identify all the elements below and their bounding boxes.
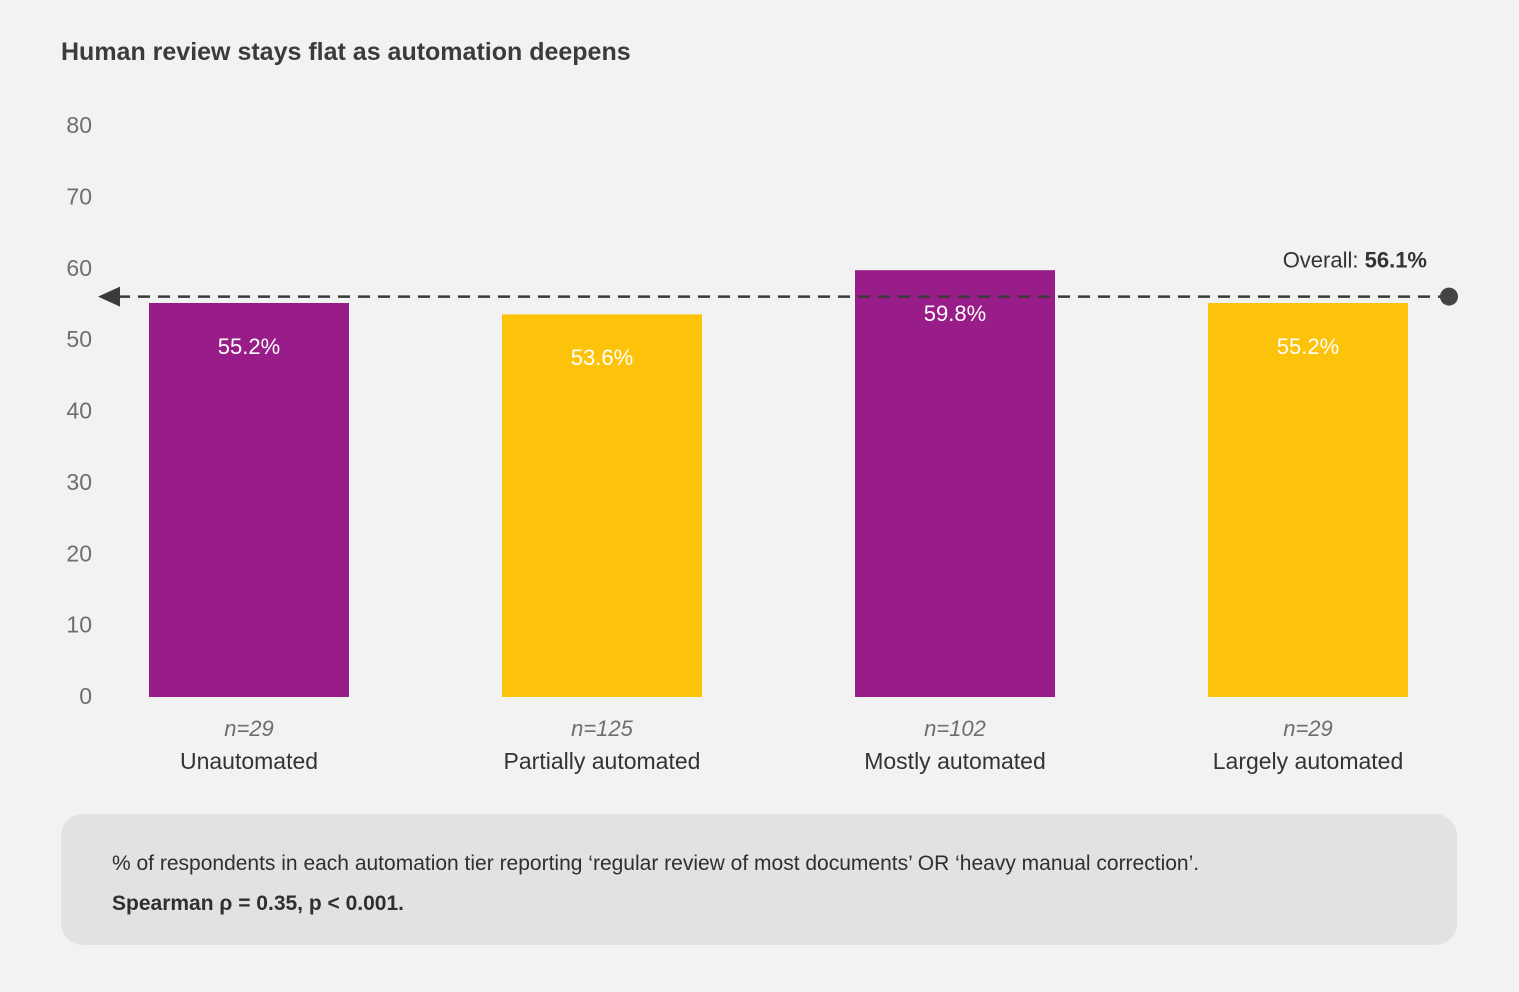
chart-title: Human review stays flat as automation de… [61, 38, 631, 66]
bars: 55.2% 53.6% 59.8% 55.2% [149, 270, 1408, 697]
caption-box: % of respondents in each automation tier… [61, 814, 1457, 945]
y-tick-label: 40 [66, 398, 92, 424]
overall-reference-line: Overall: 56.1% [98, 247, 1458, 307]
y-tick-label: 60 [66, 255, 92, 281]
bar-unautomated [149, 303, 349, 697]
bar-partially-automated [502, 314, 702, 697]
y-tick-label: 30 [66, 469, 92, 495]
y-tick-label: 10 [66, 612, 92, 638]
x-category-label: Unautomated [180, 748, 318, 774]
sample-size-label: n=102 [924, 716, 986, 741]
bar-value-label: 55.2% [1277, 334, 1339, 359]
arrow-left-icon [98, 286, 120, 307]
bar-value-label: 53.6% [571, 345, 633, 370]
caption-statistic: Spearman ρ = 0.35, p < 0.001. [112, 892, 404, 915]
y-axis: 0 10 20 30 40 50 60 70 80 [66, 112, 92, 709]
bar-value-label: 59.8% [924, 301, 986, 326]
y-tick-label: 0 [79, 683, 92, 709]
sample-size-label: n=125 [571, 716, 634, 741]
x-category-label: Partially automated [504, 748, 701, 774]
overall-label-prefix: Overall: [1283, 247, 1365, 272]
sample-size-label: n=29 [1283, 716, 1333, 741]
x-axis: n=29 Unautomated n=125 Partially automated n… [180, 716, 1403, 774]
bar-value-label: 55.2% [218, 334, 280, 359]
y-tick-label: 80 [66, 112, 92, 138]
x-category-label: Mostly automated [864, 748, 1046, 774]
x-category-label: Largely automated [1213, 748, 1404, 774]
caption-description: % of respondents in each automation tier… [112, 852, 1200, 875]
overall-label: Overall: 56.1% [1283, 247, 1427, 272]
bar-largely-automated [1208, 303, 1408, 697]
y-tick-label: 20 [66, 540, 92, 566]
overall-label-value: 56.1% [1365, 247, 1427, 272]
y-tick-label: 70 [66, 183, 92, 209]
sample-size-label: n=29 [224, 716, 274, 741]
line-end-dot [1440, 287, 1458, 306]
y-tick-label: 50 [66, 326, 92, 352]
bar-mostly-automated [855, 270, 1055, 697]
bar-chart: 0 10 20 30 40 50 60 70 80 55.2% 53.6% 59.8% 55.2% O… [66, 112, 1458, 774]
